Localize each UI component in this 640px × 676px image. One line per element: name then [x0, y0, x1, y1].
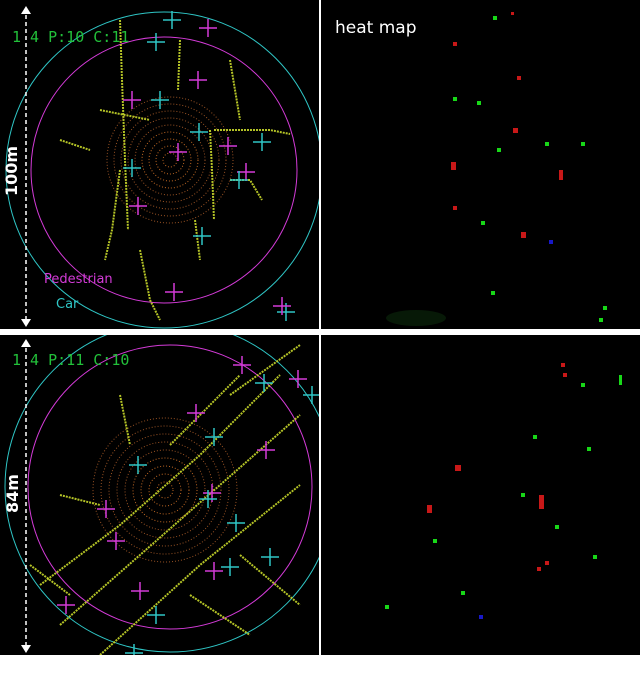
heat-cell: [517, 76, 521, 80]
heat-map-view-top: heat map: [321, 0, 640, 329]
range-scale-label: 84m: [3, 474, 22, 513]
lidar-view-top: 1 4 P:10 C:11 100m Pedestrian Car: [0, 0, 319, 329]
heat-cell: [497, 148, 501, 152]
heat-cell: [493, 16, 497, 20]
detection-marker: [123, 91, 141, 109]
heat-cell: [555, 525, 559, 529]
heat-map-top: [386, 12, 607, 326]
detection-marker: [163, 11, 181, 29]
heat-cell: [599, 318, 603, 322]
heat-cell: [619, 375, 622, 385]
lidar-scan-top: [5, 6, 319, 329]
detection-marker: [303, 386, 319, 404]
detection-marker: [230, 171, 248, 189]
heat-cell: [477, 101, 481, 105]
detection-marker: [190, 123, 208, 141]
detection-marker: [253, 133, 271, 151]
heat-map-title: heat map: [335, 18, 417, 38]
heat-cell: [385, 605, 389, 609]
heat-cell: [533, 435, 537, 439]
detection-marker: [131, 582, 149, 600]
heat-cell: [453, 97, 457, 101]
heat-cell: [603, 306, 607, 310]
detection-marker: [237, 163, 255, 181]
heat-cell: [537, 567, 541, 571]
frame-status-text: 1 4 P:11 C:10: [12, 351, 130, 369]
heat-cell: [491, 291, 495, 295]
range-scale-label: 100m: [2, 145, 21, 196]
heat-cell: [481, 221, 485, 225]
detection-marker: [273, 297, 291, 315]
detection-marker: [189, 71, 207, 89]
heat-cell: [563, 373, 567, 377]
point-cloud-structures: [29, 344, 301, 655]
heat-cell: [549, 240, 553, 244]
heat-cell: [521, 493, 525, 497]
detection-markers: [57, 356, 319, 655]
heat-cell: [545, 561, 549, 565]
detection-marker: [147, 33, 165, 51]
detection-marker: [151, 91, 169, 109]
detection-marker: [257, 441, 275, 459]
heat-map-bottom: [385, 363, 622, 619]
detection-marker: [289, 370, 307, 388]
detection-marker: [123, 159, 141, 177]
lidar-view-bottom: 1 4 P:11 C:10 84m: [0, 335, 319, 655]
heat-cell: [461, 591, 465, 595]
heat-cells: [385, 363, 622, 619]
detection-marker: [129, 456, 147, 474]
detection-marker: [169, 143, 187, 161]
detection-marker: [255, 374, 273, 392]
point-cloud-structures: [59, 19, 291, 321]
heat-cell: [581, 383, 585, 387]
heat-cell: [593, 555, 597, 559]
heat-cell: [559, 170, 563, 180]
heat-cell: [455, 465, 461, 471]
detection-marker: [193, 227, 211, 245]
heat-cell: [479, 615, 483, 619]
heat-cell: [587, 447, 591, 451]
heat-cell: [561, 363, 565, 367]
frame-status-text: 1 4 P:10 C:11: [12, 28, 130, 46]
heat-cell: [427, 505, 432, 513]
detection-marker: [205, 428, 223, 446]
detection-marker: [57, 596, 75, 614]
heat-cell: [453, 206, 457, 210]
heat-cell: [513, 128, 518, 133]
detection-marker: [199, 19, 217, 37]
detection-marker: [125, 644, 143, 655]
detection-marker: [187, 404, 205, 422]
detection-marker: [261, 548, 279, 566]
detection-marker: [205, 562, 223, 580]
legend-car: Car: [56, 297, 79, 312]
detection-marker: [221, 558, 239, 576]
heat-cell: [433, 539, 437, 543]
point-cloud-rings: [92, 417, 238, 563]
heat-map-view-bottom: [321, 335, 640, 655]
legend-pedestrian: Pedestrian: [44, 272, 113, 287]
detection-marker: [233, 356, 251, 374]
heat-cell: [581, 142, 585, 146]
heat-cell: [539, 495, 544, 509]
detection-marker: [97, 500, 115, 518]
heat-cells: [451, 12, 607, 322]
heat-cell: [453, 42, 457, 46]
detection-marker: [219, 137, 237, 155]
lidar-scan-bottom: [4, 335, 319, 655]
heat-cell: [521, 232, 526, 238]
detection-marker: [129, 197, 147, 215]
detection-marker: [107, 532, 125, 550]
heat-cell: [511, 12, 514, 15]
detection-marker: [147, 606, 165, 624]
detection-marker: [165, 283, 183, 301]
detection-markers: [123, 11, 295, 321]
detection-marker: [199, 490, 217, 508]
detection-marker: [227, 514, 245, 532]
heat-cell: [451, 162, 456, 170]
heat-cell: [545, 142, 549, 146]
